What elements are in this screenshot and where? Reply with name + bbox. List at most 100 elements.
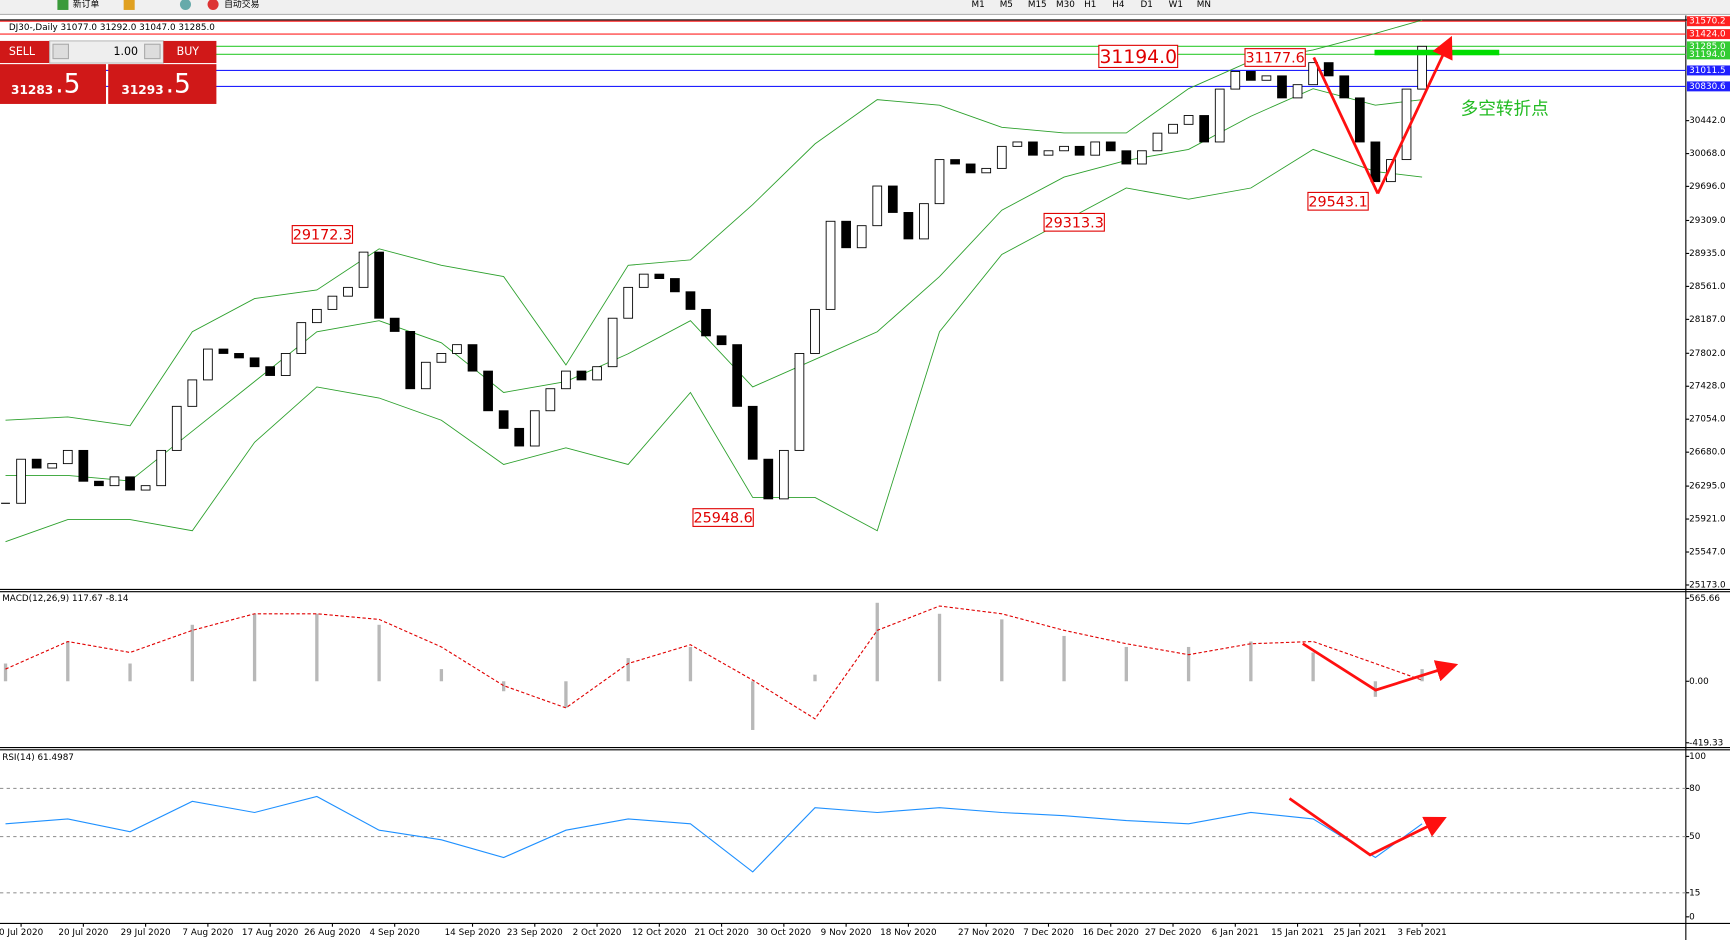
timeframe[interactable]: D1 — [1140, 0, 1152, 10]
candle — [1214, 88, 1225, 143]
spin-up[interactable] — [144, 43, 161, 60]
y-tick-label: 50 — [1689, 832, 1701, 842]
candle — [234, 353, 244, 359]
ask-price: 31293 — [121, 83, 163, 97]
x-tick-label: 20 Jul 2020 — [58, 928, 108, 938]
bid-price: 31283 — [11, 83, 53, 97]
icon — [207, 0, 219, 10]
candle — [1230, 71, 1241, 90]
annotation: 25948.6 — [693, 511, 752, 527]
spin-down[interactable] — [52, 43, 70, 60]
drawn-line — [1374, 49, 1500, 56]
y-tick-label: 26295.0 — [1689, 482, 1726, 492]
candle — [1183, 115, 1194, 125]
band-lower — [5, 148, 1423, 543]
candle — [498, 410, 509, 429]
histogram-bar — [3, 663, 8, 682]
candle — [950, 159, 960, 165]
histogram-bar — [439, 669, 444, 682]
annotation-box — [1043, 212, 1105, 232]
candle — [467, 344, 478, 372]
y-tick-label: 28561.0 — [1689, 282, 1726, 292]
candle — [1152, 132, 1163, 152]
x-tick-label: 26 Aug 2020 — [304, 928, 361, 938]
volume[interactable]: 1.00 — [113, 45, 138, 58]
y-tick-label: 27428.0 — [1689, 382, 1726, 392]
toolbar-button[interactable]: 新订单 — [73, 0, 100, 10]
icon — [57, 0, 69, 10]
toolbar-button[interactable]: 自动交易 — [224, 0, 259, 10]
level-label: 30830.6 — [1689, 82, 1726, 92]
timeframe[interactable]: M15 — [1028, 0, 1047, 10]
timeframe[interactable]: H4 — [1112, 0, 1125, 10]
candle — [778, 449, 789, 500]
annotation: 31177.6 — [1245, 51, 1304, 67]
ask-price-pips: .5 — [166, 69, 191, 100]
timeframe[interactable]: M30 — [1056, 0, 1075, 10]
candle — [545, 388, 556, 412]
y-tick-label: 25173.0 — [1689, 580, 1726, 590]
candle — [670, 278, 680, 293]
y-tick-label: 25921.0 — [1689, 515, 1726, 525]
arrow — [1302, 642, 1459, 692]
candle — [1199, 115, 1210, 143]
icon — [123, 0, 135, 10]
candle — [592, 366, 602, 381]
timeframe[interactable]: H1 — [1084, 0, 1096, 10]
candle — [1012, 141, 1023, 147]
candle — [483, 370, 493, 412]
x-tick-label: 27 Dec 2020 — [1145, 928, 1202, 938]
y-tick-label: 30442.0 — [1689, 116, 1726, 126]
ask-box[interactable] — [108, 64, 217, 104]
timeframe[interactable]: M5 — [1000, 0, 1013, 10]
level-label: 31424.0 — [1689, 30, 1726, 40]
candle — [919, 203, 929, 240]
y-tick-label: 100 — [1689, 752, 1706, 762]
candle — [996, 145, 1007, 169]
timeframe[interactable]: MN — [1197, 0, 1211, 10]
candle — [763, 458, 774, 500]
candle — [1370, 141, 1381, 183]
arrow — [1288, 797, 1447, 857]
level-label: 31011.5 — [1689, 66, 1725, 76]
candle — [374, 251, 384, 319]
candle — [203, 348, 213, 381]
annotation-box — [1307, 191, 1369, 211]
candle — [856, 225, 867, 249]
histogram-bar — [315, 613, 319, 682]
candle — [825, 220, 836, 310]
candle — [1074, 145, 1085, 156]
candle — [405, 330, 416, 390]
candle — [903, 212, 914, 240]
signal-line — [5, 605, 1423, 720]
candle — [1028, 141, 1038, 156]
buy-label[interactable]: BUY — [177, 45, 200, 58]
y-tick-label: 565.66 — [1689, 594, 1720, 604]
candle — [171, 405, 182, 451]
timeframe[interactable]: W1 — [1169, 0, 1183, 10]
x-tick-label: 17 Aug 2020 — [242, 928, 299, 938]
histogram-bar — [1311, 652, 1315, 682]
candle — [1354, 97, 1365, 143]
annotation-box — [1098, 44, 1179, 69]
candle — [732, 344, 743, 407]
timeframe[interactable]: M1 — [972, 0, 985, 10]
candle — [47, 463, 58, 469]
candle — [965, 163, 976, 174]
sell-button[interactable] — [0, 40, 50, 64]
bid-box[interactable] — [0, 64, 106, 104]
sell-label[interactable]: SELL — [9, 45, 36, 58]
y-tick-label: 30068.0 — [1689, 149, 1726, 159]
buy-button[interactable] — [163, 40, 217, 64]
candle — [16, 458, 26, 504]
candle — [280, 353, 291, 376]
y-tick-label: 27054.0 — [1689, 415, 1726, 425]
histogram-bar — [1249, 641, 1253, 682]
histogram-bar — [875, 602, 879, 682]
x-tick-label: 6 Jan 2021 — [1212, 928, 1259, 938]
annotation: 29543.1 — [1308, 194, 1367, 210]
macd-pane: 565.66 0.00 -419.33 — [3, 594, 1723, 748]
candle — [78, 449, 89, 482]
level-label-bg — [1686, 49, 1730, 60]
